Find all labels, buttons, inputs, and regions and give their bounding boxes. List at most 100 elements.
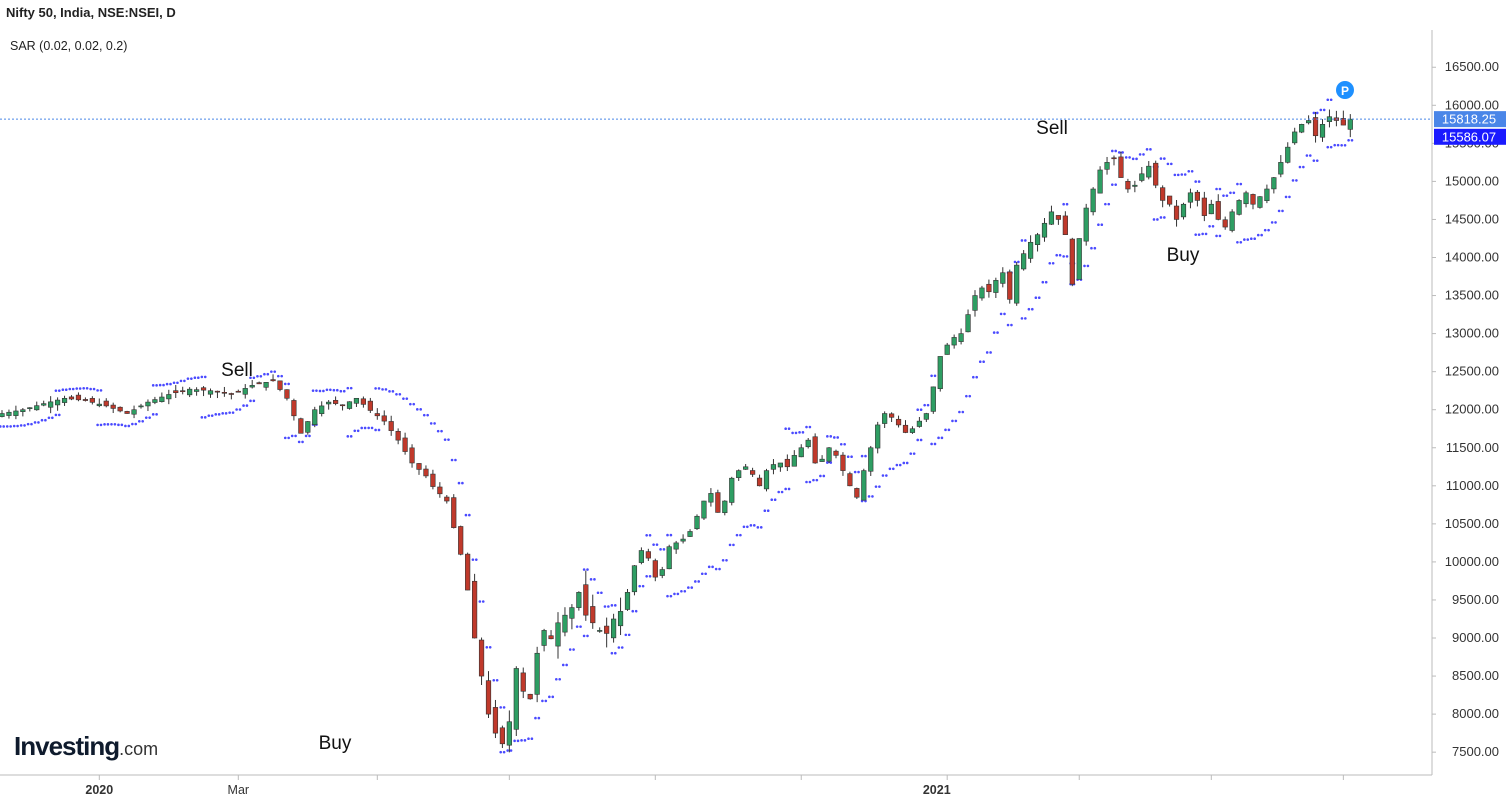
sar-dot	[881, 474, 885, 477]
candle-body	[458, 526, 464, 555]
sar-dot	[151, 384, 155, 387]
candle-body	[430, 473, 436, 487]
candle-body	[1347, 118, 1353, 130]
sar-dot	[75, 387, 79, 390]
sar-dot	[1333, 143, 1336, 147]
candle-body	[527, 693, 533, 700]
candle-body	[27, 407, 33, 409]
sar-dot	[99, 389, 103, 392]
sar-dot	[1083, 264, 1086, 268]
sar-dot	[85, 386, 89, 390]
candle-body	[1125, 180, 1131, 190]
sar-dot	[1239, 182, 1243, 186]
sar-dot	[155, 384, 158, 387]
candle-body	[200, 387, 207, 391]
sar-dot	[1229, 191, 1232, 195]
signal-annotation: Sell	[1036, 118, 1068, 139]
sar-dot	[464, 513, 468, 517]
candle-body	[256, 382, 262, 385]
sar-dot	[89, 387, 92, 391]
candle-body	[902, 424, 909, 433]
candle-body	[694, 515, 700, 530]
candle-body	[882, 413, 888, 424]
sar-dot	[978, 360, 982, 364]
sar-dot	[249, 376, 252, 380]
sar-dot	[756, 526, 760, 529]
sar-dot	[593, 578, 596, 581]
sar-dot	[989, 351, 992, 354]
sar-dot	[641, 584, 645, 588]
candle-body	[617, 611, 624, 627]
candle-body	[541, 630, 547, 646]
sar-dot	[398, 393, 402, 396]
sar-dot	[1281, 209, 1284, 213]
candle-body	[597, 630, 603, 632]
candle-body	[993, 280, 999, 293]
sar-dot	[457, 481, 461, 485]
candle-body	[131, 409, 137, 415]
sar-dot	[158, 383, 162, 387]
sar-dot	[193, 376, 197, 380]
sar-dot	[586, 568, 589, 571]
y-tick-label: 8000.00	[1452, 706, 1499, 721]
sar-dot	[280, 374, 284, 378]
sar-dot	[1260, 233, 1263, 237]
candle-body	[312, 409, 318, 425]
sar-dot	[9, 425, 12, 428]
sar-dot	[349, 386, 353, 390]
candle-body	[1208, 203, 1214, 215]
candle-body	[117, 406, 123, 412]
candle-body	[1312, 117, 1319, 137]
sar-dot	[1243, 238, 1246, 241]
candle-body	[749, 470, 756, 475]
sar-dot	[1051, 261, 1055, 265]
sar-dot	[1326, 145, 1330, 149]
candle-body	[826, 447, 832, 462]
sar-dot	[51, 416, 54, 420]
candle-body	[645, 551, 651, 559]
sar-dot	[558, 677, 561, 681]
sar-dot	[58, 413, 61, 417]
sar-dot	[1159, 216, 1163, 219]
candle-body	[798, 447, 804, 458]
candle-body	[1000, 272, 1006, 284]
sar-dot	[1215, 234, 1218, 238]
sar-dot	[495, 678, 499, 682]
sar-dot	[47, 416, 51, 420]
sar-dot	[648, 533, 652, 537]
sar-dot	[589, 578, 593, 581]
candle-body	[770, 464, 777, 470]
sar-dot	[436, 429, 440, 433]
sar-dot	[940, 436, 944, 440]
candle-body	[1229, 211, 1235, 231]
candle-body	[1132, 184, 1138, 187]
candle-body	[666, 546, 672, 570]
sar-dot	[898, 463, 902, 467]
sar-dot	[318, 389, 322, 393]
sar-dot	[530, 737, 534, 741]
sar-dot	[1329, 98, 1333, 102]
sar-dot	[878, 485, 881, 488]
sar-dot	[1163, 157, 1166, 160]
sar-dot	[1152, 218, 1156, 221]
candle-body	[937, 356, 943, 390]
sar-dot	[1163, 216, 1166, 219]
sar-dot	[99, 423, 103, 427]
candle-body	[1014, 264, 1020, 304]
sar-dot	[113, 422, 117, 426]
sar-value-tag	[1434, 128, 1506, 145]
candle-body	[1201, 197, 1207, 216]
indicator-label: SAR (0.02, 0.02, 0.2)	[10, 39, 128, 53]
sar-dot	[1173, 173, 1177, 177]
sar-dot	[683, 589, 687, 593]
sar-dot	[1291, 179, 1295, 182]
sar-dot	[339, 389, 343, 393]
sar-dot	[19, 424, 23, 427]
sar-dot	[294, 434, 297, 438]
sar-dot	[256, 374, 259, 378]
sar-dot	[725, 559, 728, 562]
candle-body	[576, 592, 582, 608]
candle-body	[791, 455, 797, 467]
sar-dot	[951, 419, 954, 423]
sar-dot	[506, 749, 509, 752]
